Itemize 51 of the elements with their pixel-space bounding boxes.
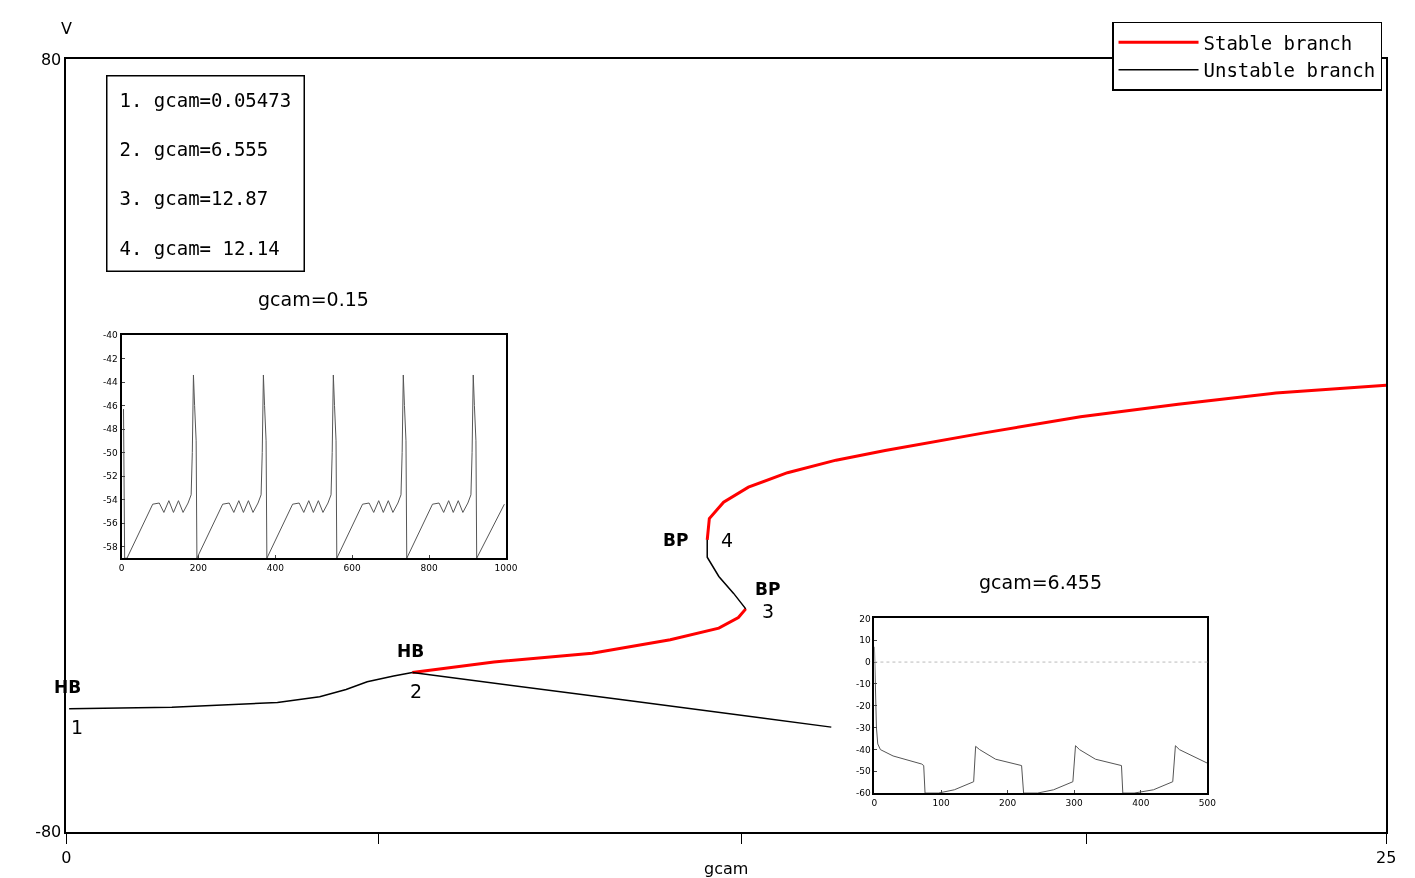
y-tick-label: 80	[40, 50, 62, 70]
y-tick-label: -10	[855, 679, 871, 690]
annotation: 1	[71, 716, 84, 738]
chart-title: gcam=0.15	[258, 288, 369, 310]
y-tick-label: -46	[103, 400, 119, 411]
annotation: 2. gcam=6.555	[119, 137, 269, 160]
x-tick-label: 200	[999, 797, 1017, 808]
y-tick-label: -40	[855, 744, 871, 755]
y-tick-label: 0	[864, 657, 871, 668]
annotation: 2	[410, 680, 423, 702]
x-tick-label: 200	[189, 563, 208, 574]
y-tick-label: -50	[103, 447, 119, 458]
y-tick-label: -52	[103, 471, 118, 482]
annotation: BP	[663, 530, 689, 550]
y-tick-label: -60	[855, 788, 871, 799]
annotation: 4	[721, 529, 734, 551]
y-tick-label: 10	[859, 635, 871, 646]
y-tick-label: -42	[103, 353, 118, 364]
annotation: 1. gcam=0.05473	[119, 88, 292, 111]
y-tick-label: -50	[855, 766, 871, 777]
legend-label: Unstable branch	[1203, 59, 1376, 82]
x-tick-label: 400	[1132, 797, 1150, 808]
chart-title: gcam=6.455	[979, 571, 1102, 593]
annotation: HB	[397, 641, 425, 661]
x-axis-title: gcam	[704, 859, 749, 878]
x-tick-label: 300	[1065, 797, 1084, 808]
legend-label: Stable branch	[1203, 31, 1353, 54]
y-tick-label: -44	[103, 377, 119, 388]
y-tick-label: -54	[103, 494, 119, 505]
annotation: BP	[755, 579, 781, 599]
x-tick-label: 800	[420, 563, 438, 574]
line-series	[123, 374, 505, 559]
y-tick-label: -56	[103, 518, 119, 529]
y-tick-label: -30	[855, 722, 871, 733]
x-tick-label: 1000	[494, 563, 518, 574]
annotation: 3	[762, 600, 775, 622]
y-tick-label: 20	[859, 613, 871, 624]
x-tick-label: 25	[1376, 847, 1397, 867]
annotation: 4. gcam= 12.14	[119, 236, 280, 259]
y-axis-title: V	[61, 19, 72, 38]
x-tick-label: 0	[871, 797, 878, 808]
x-tick-label: 600	[343, 563, 362, 574]
annotation: 3. gcam=12.87	[119, 187, 269, 210]
y-tick-label: -40	[103, 330, 119, 341]
y-tick-label: -20	[855, 700, 871, 711]
y-tick-label: -48	[103, 424, 119, 435]
y-tick-label: -58	[103, 541, 119, 552]
x-tick-label: 500	[1198, 797, 1217, 808]
x-tick-label: 400	[266, 563, 285, 574]
y-tick-label: -80	[35, 822, 62, 842]
x-tick-label: 100	[932, 797, 950, 808]
